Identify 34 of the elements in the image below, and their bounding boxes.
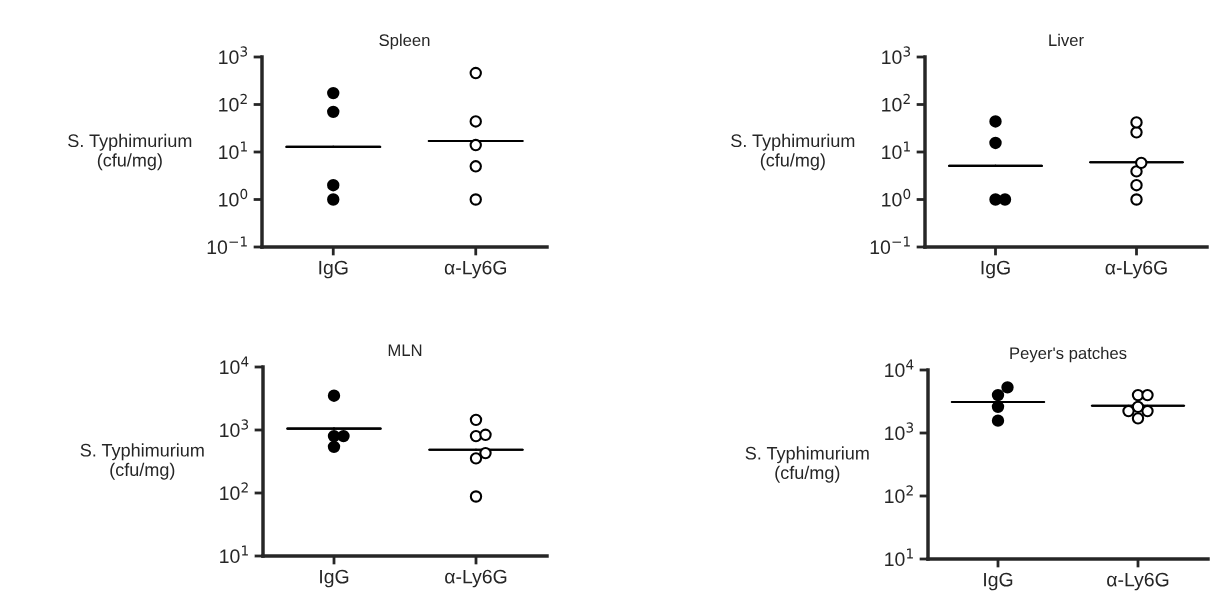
x-tick-label: α-Ly6G <box>1107 572 1169 591</box>
y-tick-label: 10$^{0}$ <box>882 188 911 207</box>
y-tick-label: 10$^{0}$ <box>219 188 248 207</box>
y-tick-label: 10$^{1}$ <box>219 141 247 160</box>
y-axis-title: S. Typhimurium (cfu/mg) <box>68 133 192 171</box>
chart-title: Spleen <box>379 33 430 50</box>
x-tick-label: α-Ly6G <box>1105 260 1167 279</box>
y-tick-label: 10$^{4}$ <box>220 356 249 375</box>
y-tick-label: 10$^{1}$ <box>220 545 248 564</box>
y-axis-title: S. Typhimurium (cfu/mg) <box>731 133 855 171</box>
y-tick-label: 10$^{2}$ <box>885 485 913 504</box>
y-tick-label: 10$^{3}$ <box>220 419 249 438</box>
chart-title: Liver <box>1049 33 1084 47</box>
y-tick-label: 10$^{4}$ <box>885 359 914 378</box>
y-tick-label: 10$^{3}$ <box>219 46 248 65</box>
x-tick-label: IgG <box>319 260 348 279</box>
y-axis-title: S. Typhimurium (cfu/mg) <box>745 446 869 483</box>
x-tick-label: α-Ly6G <box>444 260 507 279</box>
y-tick-label: 10$^{3}$ <box>885 422 914 441</box>
y-tick-label: 10$^{2}$ <box>220 482 248 501</box>
x-tick-label: IgG <box>320 569 349 588</box>
y-tick-label: 10$^{−1}$ <box>870 236 910 255</box>
y-axis-title: S. Typhimurium (cfu/mg) <box>80 443 204 480</box>
y-tick-label: 10$^{−1}$ <box>207 236 247 255</box>
y-tick-label: 10$^{3}$ <box>882 46 911 65</box>
x-tick-label: IgG <box>984 572 1013 591</box>
chart-title: Peyer's patches <box>1010 346 1127 363</box>
y-tick-label: 10$^{2}$ <box>882 93 910 112</box>
y-tick-label: 10$^{2}$ <box>219 93 247 112</box>
y-tick-label: 10$^{1}$ <box>882 141 910 160</box>
chart-title: MLN <box>388 344 422 356</box>
y-tick-label: 10$^{1}$ <box>885 548 913 567</box>
x-tick-label: α-Ly6G <box>445 569 507 588</box>
x-tick-label: IgG <box>981 260 1010 279</box>
